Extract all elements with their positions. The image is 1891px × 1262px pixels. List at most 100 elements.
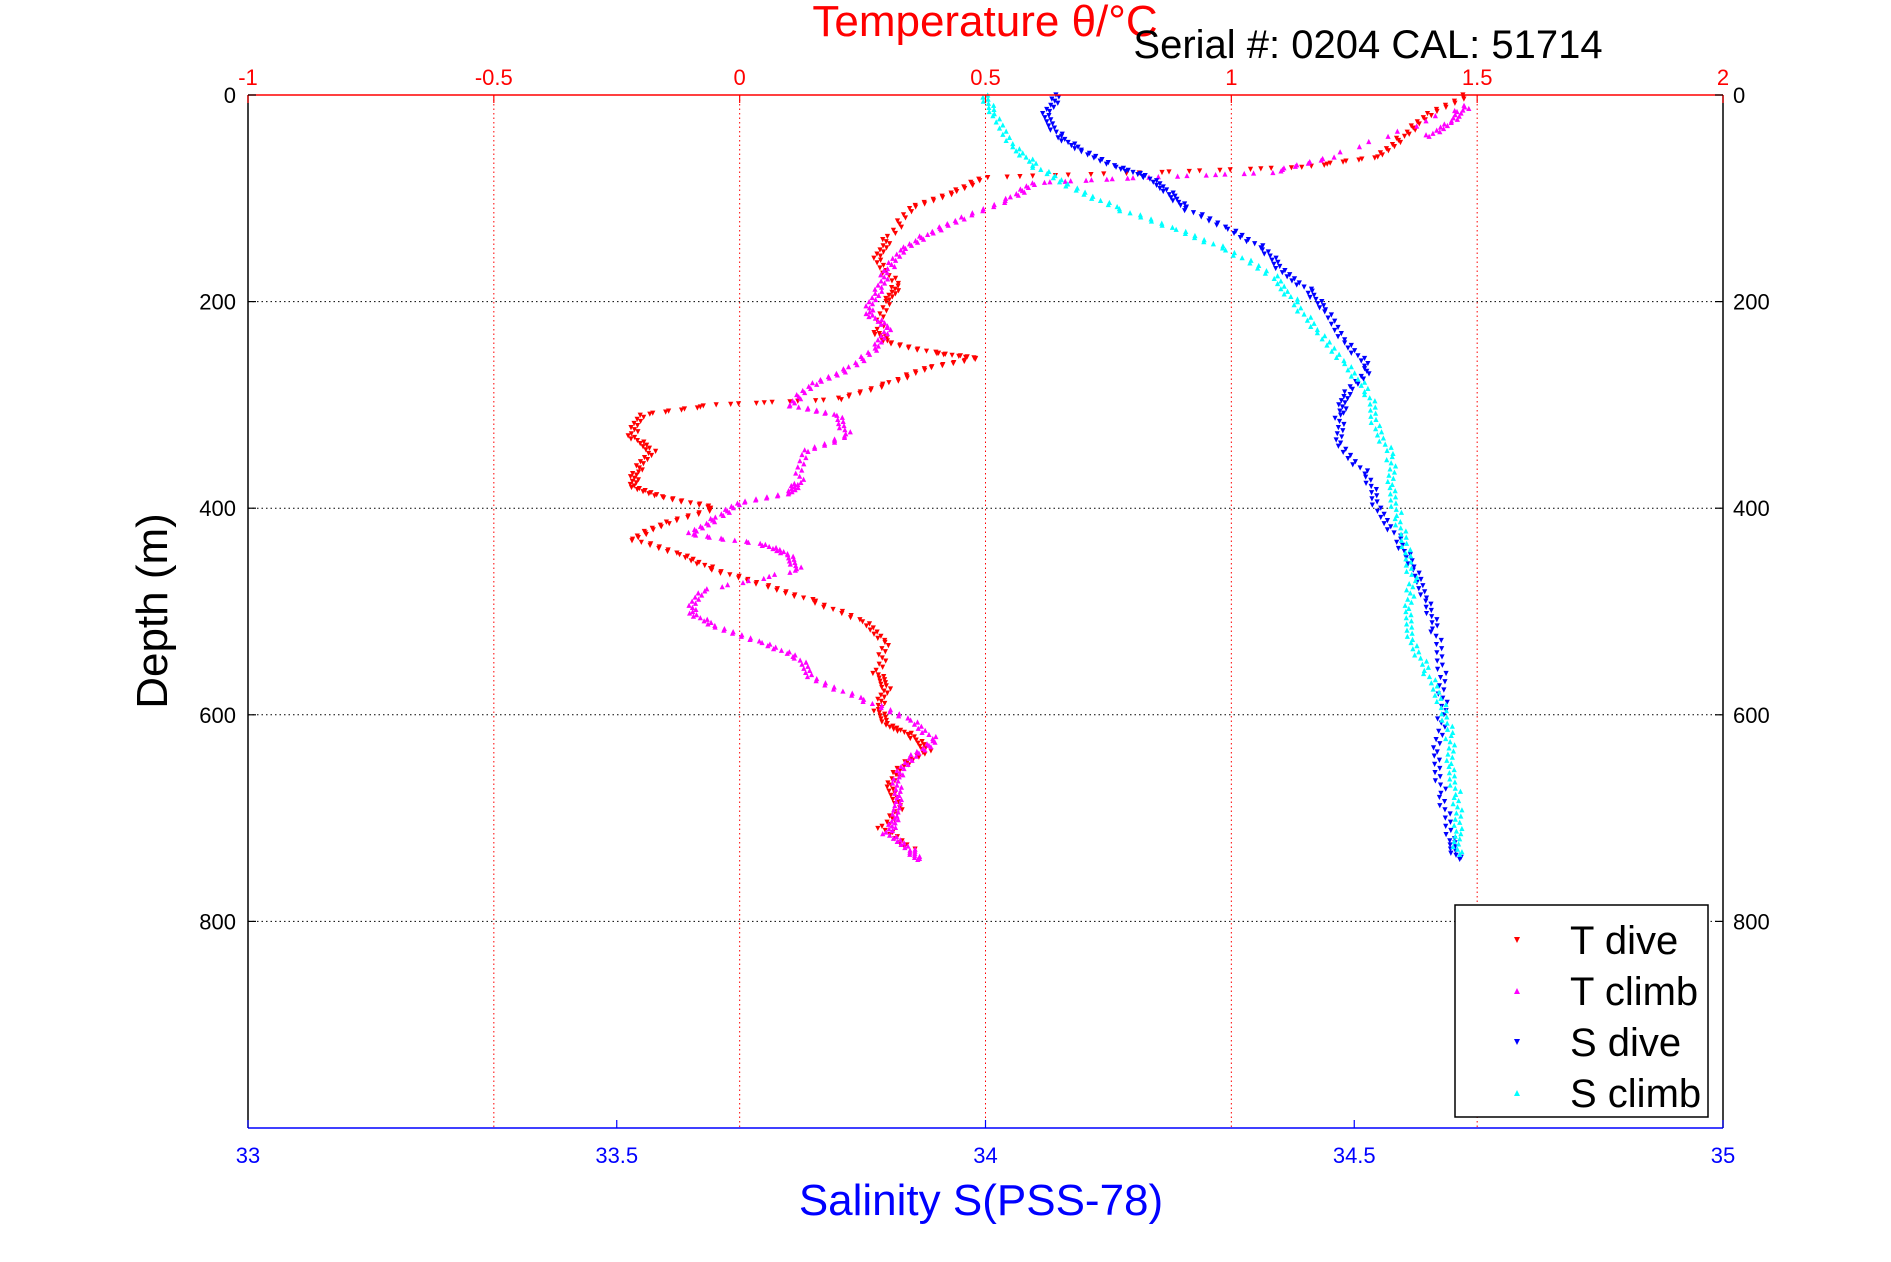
data-point [934,351,940,357]
data-point [1265,249,1271,255]
data-point [886,821,892,827]
data-point [1044,170,1050,177]
data-point [1416,570,1422,576]
data-point [1159,222,1165,228]
data-point [1401,548,1407,555]
data-point [1319,336,1325,342]
data-point [726,509,732,515]
data-point [720,536,726,542]
data-point [1170,198,1176,204]
data-point [1437,741,1443,747]
data-point [1343,446,1349,452]
data-point [890,786,896,792]
data-point [658,524,664,530]
data-point [894,728,901,734]
data-point [1443,823,1449,829]
data-point [918,723,924,729]
salinity-tick-label: 33 [236,1143,260,1168]
data-point [1416,649,1422,655]
data-point [648,452,655,459]
data-point [895,809,901,815]
data-point [693,611,700,618]
data-point [1000,131,1006,137]
data-point [891,263,898,270]
data-point [720,512,726,519]
data-point [1250,170,1257,176]
data-point [1281,283,1287,289]
data-point [1373,426,1379,432]
data-point [1420,670,1427,677]
data-point [1429,620,1435,626]
data-point [752,497,759,503]
data-point [628,436,634,442]
data-point [1418,655,1424,661]
data-point [1404,568,1410,574]
data-point [894,794,900,801]
data-point [875,282,881,288]
data-point [1345,456,1351,462]
data-point [1443,786,1449,792]
data-point [913,753,919,759]
data-point [1408,553,1414,559]
data-point [1407,546,1413,553]
data-point [1404,587,1410,593]
data-point [1278,278,1284,284]
data-point [1430,745,1437,751]
data-point [1031,181,1038,187]
data-point [1296,280,1302,286]
data-point [1155,174,1161,180]
data-point [1392,463,1399,469]
data-point [1444,122,1451,129]
data-point [894,251,900,257]
data-point [1432,113,1438,119]
data-point [961,358,967,365]
data-point [643,447,649,453]
axis-ticks: -1 -0.5 0 0.5 1 1.5 2 33 33.5 34 34.5 35 0 0 200 200 400… [199,65,1769,1168]
data-point [1338,398,1344,404]
data-point [1352,370,1358,376]
data-point [898,224,905,230]
data-point [1294,308,1301,314]
data-point [1423,658,1430,664]
data-point [1437,803,1443,809]
data-point [991,102,997,108]
data-point [637,412,643,418]
data-point [1278,168,1284,174]
data-point [1342,389,1348,395]
data-point [1328,312,1334,318]
data-point [1446,745,1452,751]
data-point [915,740,921,746]
data-point [894,838,900,844]
data-point [1023,154,1029,160]
data-point [1448,732,1454,739]
data-point [643,531,649,538]
data-point [841,434,848,441]
data-point [956,353,962,359]
data-point [878,321,884,327]
data-point [879,288,885,294]
data-point [889,780,896,786]
chart-subtitle: Serial #: 0204 CAL: 51714 [1133,23,1602,67]
data-point [728,401,734,407]
data-point [797,657,803,663]
data-point [1428,601,1434,607]
data-point [1408,599,1415,605]
data-point [820,397,827,403]
data-point [688,558,694,564]
data-point [721,627,727,633]
data-point [1363,480,1369,487]
data-point [1015,192,1021,198]
data-point [919,729,925,735]
data-point [1445,751,1451,757]
data-point [1056,94,1062,100]
data-point [1173,226,1179,232]
data-point [1381,511,1387,517]
data-point [1051,125,1058,131]
data-point [887,241,893,247]
data-point [880,830,886,837]
data-point [1388,524,1394,530]
data-point [1273,265,1279,272]
data-point [1348,342,1354,349]
data-point [1342,400,1348,406]
data-point [1399,543,1405,550]
